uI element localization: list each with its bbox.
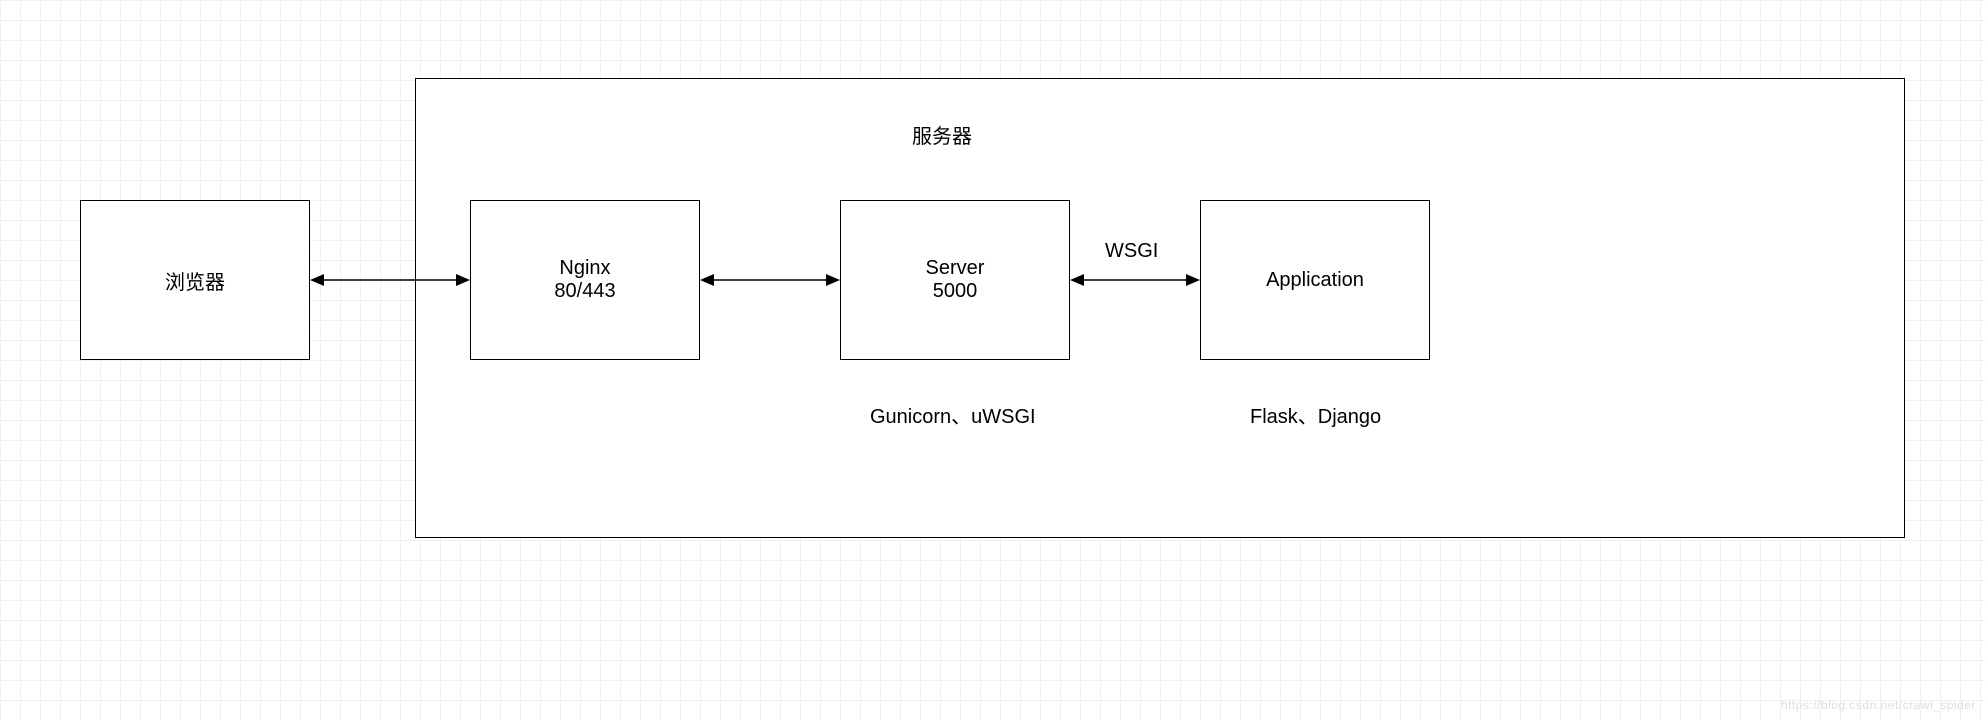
server-node-label: Server xyxy=(926,257,985,280)
browser-node-label: 浏览器 xyxy=(165,266,225,295)
server-node: Server 5000 xyxy=(840,200,1070,360)
edge-browser-nginx xyxy=(310,270,470,290)
application-node: Application xyxy=(1200,200,1430,360)
server-container-label: 服务器 xyxy=(912,120,972,149)
edge-wsgi-label: WSGI xyxy=(1105,240,1158,263)
watermark: https://blog.csdn.net/crawl_spider xyxy=(1781,698,1976,712)
nginx-node-port: 80/443 xyxy=(554,280,615,303)
browser-node: 浏览器 xyxy=(80,200,310,360)
nginx-node-label: Nginx xyxy=(559,257,610,280)
nginx-node: Nginx 80/443 xyxy=(470,200,700,360)
edge-nginx-server xyxy=(700,270,840,290)
server-node-port: 5000 xyxy=(933,280,978,303)
application-sublabel: Flask、Django xyxy=(1250,400,1381,429)
server-sublabel: Gunicorn、uWSGI xyxy=(870,400,1036,429)
edge-server-application xyxy=(1070,270,1200,290)
application-node-label: Application xyxy=(1266,269,1364,292)
